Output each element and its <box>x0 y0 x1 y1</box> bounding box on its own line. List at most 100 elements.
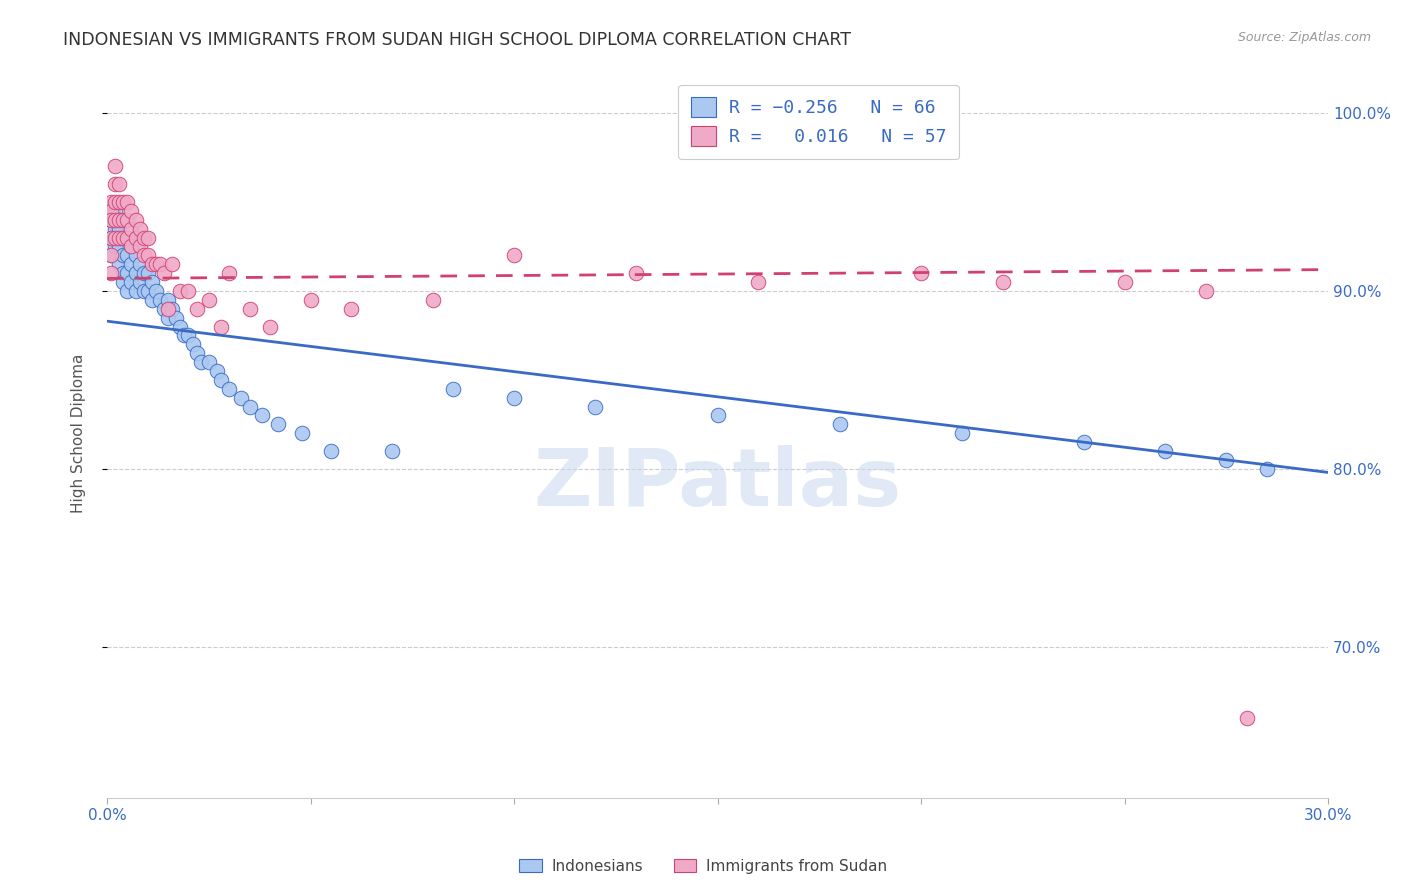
Point <box>209 319 232 334</box>
Point <box>121 239 143 253</box>
Point <box>1256 462 1278 476</box>
Point <box>112 248 135 262</box>
Point <box>132 230 155 244</box>
Point <box>149 257 172 271</box>
Point <box>186 301 208 316</box>
Point <box>108 257 131 271</box>
Point <box>100 230 122 244</box>
Point <box>100 230 122 244</box>
Point <box>169 284 191 298</box>
Point <box>100 266 122 280</box>
Point <box>231 391 253 405</box>
Point <box>108 239 131 253</box>
Point <box>104 177 127 191</box>
Point <box>177 328 200 343</box>
Point <box>124 266 146 280</box>
Point <box>209 373 232 387</box>
Point <box>991 275 1014 289</box>
Point <box>177 284 200 298</box>
Text: Source: ZipAtlas.com: Source: ZipAtlas.com <box>1237 31 1371 45</box>
Point <box>112 230 135 244</box>
Point <box>136 248 159 262</box>
Point <box>108 177 131 191</box>
Point <box>950 426 973 441</box>
Point <box>121 221 143 235</box>
Point <box>100 212 122 227</box>
Legend: R = −0.256   N = 66, R =   0.016   N = 57: R = −0.256 N = 66, R = 0.016 N = 57 <box>678 85 959 159</box>
Point <box>160 301 183 316</box>
Point <box>153 301 176 316</box>
Point <box>1073 435 1095 450</box>
Point <box>108 221 131 235</box>
Point <box>136 266 159 280</box>
Point <box>250 409 273 423</box>
Point <box>1154 444 1177 458</box>
Point <box>238 301 260 316</box>
Point <box>181 337 204 351</box>
Point <box>121 239 143 253</box>
Point <box>124 212 146 227</box>
Point <box>186 346 208 360</box>
Point <box>121 257 143 271</box>
Point <box>1114 275 1136 289</box>
Point <box>128 221 150 235</box>
Point <box>165 310 187 325</box>
Point <box>117 212 139 227</box>
Text: ZIPatlas: ZIPatlas <box>533 445 901 524</box>
Point <box>100 203 122 218</box>
Point <box>910 266 932 280</box>
Point <box>747 275 769 289</box>
Legend: Indonesians, Immigrants from Sudan: Indonesians, Immigrants from Sudan <box>513 853 893 880</box>
Point <box>121 275 143 289</box>
Point <box>299 293 322 307</box>
Point <box>104 239 127 253</box>
Point <box>112 194 135 209</box>
Point <box>198 355 221 369</box>
Point <box>503 391 526 405</box>
Point <box>291 426 314 441</box>
Point <box>128 239 150 253</box>
Point <box>108 194 131 209</box>
Point <box>112 266 135 280</box>
Point <box>828 417 851 432</box>
Point <box>218 266 240 280</box>
Point <box>104 194 127 209</box>
Point <box>104 212 127 227</box>
Point <box>117 284 139 298</box>
Point <box>706 409 728 423</box>
Point <box>381 444 404 458</box>
Point <box>117 230 139 244</box>
Point <box>585 400 607 414</box>
Point <box>108 212 131 227</box>
Point <box>104 230 127 244</box>
Point <box>340 301 363 316</box>
Point <box>422 293 444 307</box>
Point <box>136 230 159 244</box>
Point <box>319 444 342 458</box>
Point <box>132 248 155 262</box>
Point <box>141 275 163 289</box>
Point <box>117 266 139 280</box>
Point <box>173 328 195 343</box>
Point <box>145 284 167 298</box>
Point <box>117 248 139 262</box>
Point <box>218 382 240 396</box>
Point <box>104 221 127 235</box>
Point <box>169 319 191 334</box>
Point <box>160 257 183 271</box>
Point <box>100 248 122 262</box>
Point <box>157 293 180 307</box>
Point <box>100 194 122 209</box>
Point <box>1236 711 1258 725</box>
Point <box>112 230 135 244</box>
Y-axis label: High School Diploma: High School Diploma <box>72 353 86 513</box>
Point <box>1195 284 1218 298</box>
Point <box>149 293 172 307</box>
Point <box>117 194 139 209</box>
Point <box>205 364 228 378</box>
Point <box>112 212 135 227</box>
Point <box>141 257 163 271</box>
Point <box>121 203 143 218</box>
Point <box>108 212 131 227</box>
Point <box>441 382 464 396</box>
